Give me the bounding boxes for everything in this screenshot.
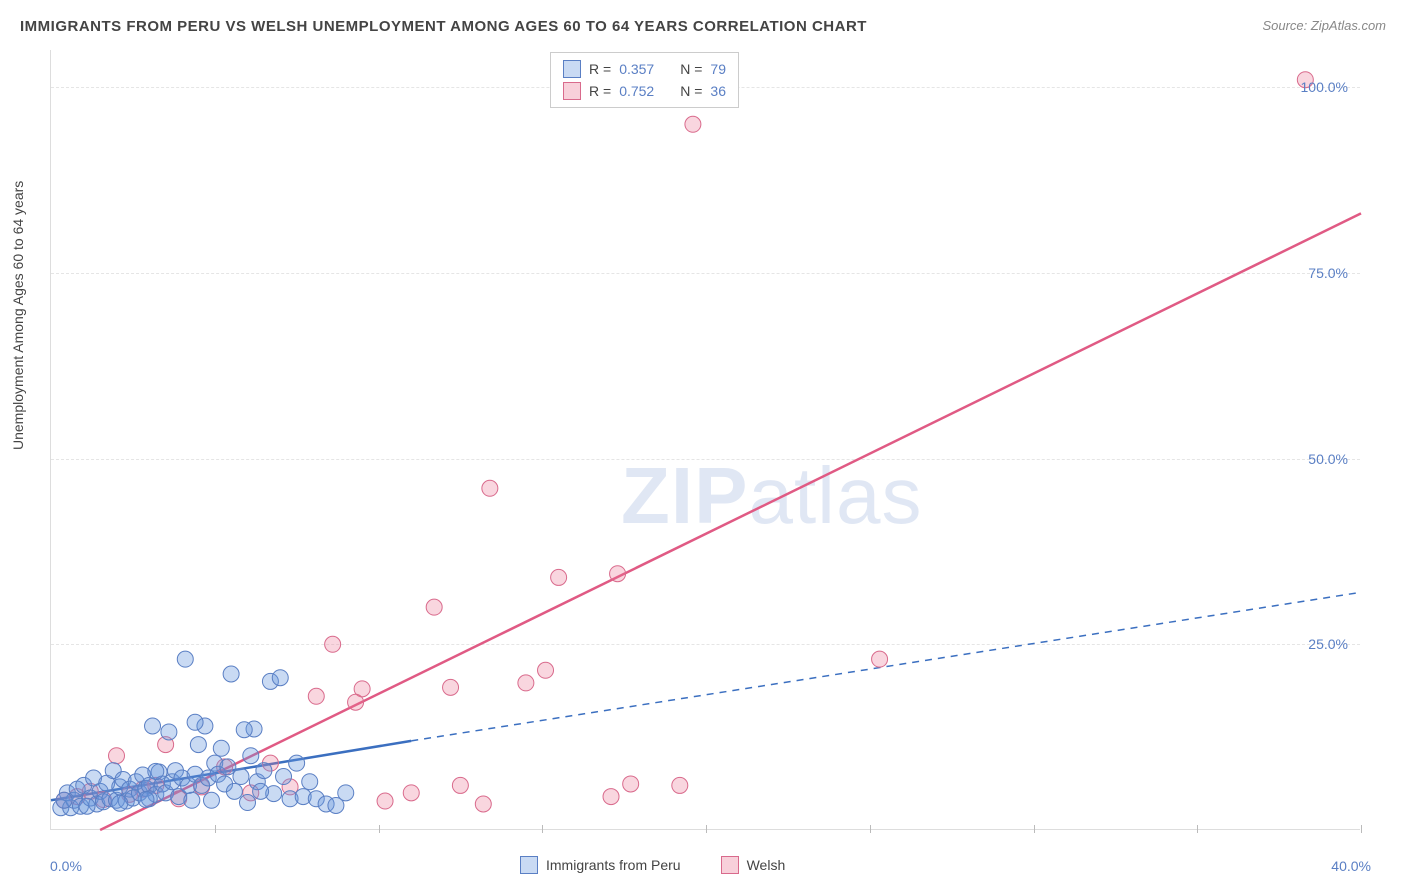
swatch-pink-icon [721, 856, 739, 874]
series-legend: Immigrants from Peru Welsh [520, 856, 785, 874]
swatch-blue-icon [520, 856, 538, 874]
n-value-pink: 36 [710, 83, 726, 99]
legend-item-pink: Welsh [721, 856, 786, 874]
r-label: R = [589, 83, 611, 99]
x-origin-label: 0.0% [50, 858, 82, 874]
x-end-label: 40.0% [1331, 858, 1371, 874]
plot-area: ZIPatlas 25.0%50.0%75.0%100.0% [50, 50, 1360, 830]
x-tick [1361, 825, 1362, 833]
r-value-blue: 0.357 [619, 61, 654, 77]
stats-row-blue: R = 0.357 N = 79 [563, 58, 726, 80]
y-tick-label: 100.0% [1301, 79, 1348, 95]
n-label: N = [680, 83, 702, 99]
swatch-pink-icon [563, 82, 581, 100]
legend-item-blue: Immigrants from Peru [520, 856, 681, 874]
chart-title: IMMIGRANTS FROM PERU VS WELSH UNEMPLOYME… [20, 18, 867, 35]
source-attribution: Source: ZipAtlas.com [1262, 18, 1386, 33]
legend-label-blue: Immigrants from Peru [546, 857, 681, 873]
legend-label-pink: Welsh [747, 857, 786, 873]
r-label: R = [589, 61, 611, 77]
y-tick-label: 75.0% [1308, 265, 1348, 281]
y-tick-label: 25.0% [1308, 636, 1348, 652]
stats-legend: R = 0.357 N = 79 R = 0.752 N = 36 [550, 52, 739, 108]
r-value-pink: 0.752 [619, 83, 654, 99]
swatch-blue-icon [563, 60, 581, 78]
y-axis-label: Unemployment Among Ages 60 to 64 years [10, 181, 26, 450]
n-value-blue: 79 [710, 61, 726, 77]
scatter-svg [51, 50, 1360, 829]
stats-row-pink: R = 0.752 N = 36 [563, 80, 726, 102]
n-label: N = [680, 61, 702, 77]
y-tick-label: 50.0% [1308, 451, 1348, 467]
